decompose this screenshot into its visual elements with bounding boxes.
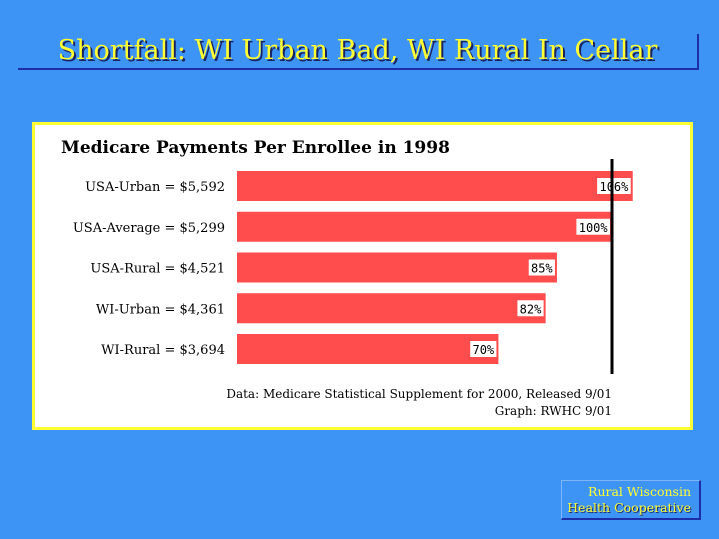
data-label-bg-4 bbox=[470, 341, 497, 357]
slide-title: Shortfall: WI Urban Bad, WI Rural In Cel… bbox=[18, 34, 699, 70]
bar-0 bbox=[237, 171, 633, 201]
data-label-3: 82% bbox=[520, 302, 542, 316]
logo-line-2: Health Cooperative bbox=[567, 500, 691, 515]
source-note: Data: Medicare Statistical Supplement fo… bbox=[226, 387, 612, 401]
bar-chart: Medicare Payments Per Enrollee in 1998 U… bbox=[61, 138, 633, 418]
chart-panel: Medicare Payments Per Enrollee in 1998 U… bbox=[32, 122, 693, 430]
data-label-bg-3 bbox=[517, 300, 544, 317]
data-label-0: 106% bbox=[599, 180, 629, 194]
data-label-bg-1 bbox=[576, 218, 610, 235]
rwhc-logo: Rural Wisconsin Health Cooperative bbox=[561, 480, 701, 520]
category-label-4: WI-Rural = $3,694 bbox=[101, 343, 225, 358]
data-label-bg-2 bbox=[528, 259, 555, 276]
category-label-0: USA-Urban = $5,592 bbox=[85, 180, 225, 195]
category-label-1: USA-Average = $5,299 bbox=[73, 221, 225, 236]
bar-4 bbox=[237, 334, 499, 364]
category-label-3: WI-Urban = $4,361 bbox=[96, 302, 225, 317]
data-label-4: 70% bbox=[472, 343, 494, 357]
graph-credit-note: Graph: RWHC 9/01 bbox=[495, 404, 612, 418]
data-label-2: 85% bbox=[531, 262, 553, 276]
logo-line-1: Rural Wisconsin bbox=[588, 484, 691, 499]
bar-2 bbox=[237, 252, 557, 283]
data-label-1: 100% bbox=[579, 221, 609, 235]
data-label-bg-0 bbox=[597, 178, 631, 194]
bar-3 bbox=[237, 293, 546, 324]
category-label-2: USA-Rural = $4,521 bbox=[90, 262, 225, 277]
chart-title: Medicare Payments Per Enrollee in 1998 bbox=[61, 138, 450, 158]
bar-1 bbox=[237, 211, 612, 242]
